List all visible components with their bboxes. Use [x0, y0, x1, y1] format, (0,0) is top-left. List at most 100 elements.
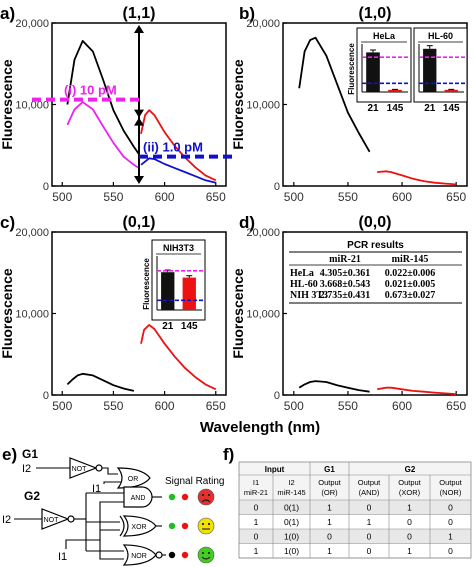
x-tick-label: 550: [103, 399, 123, 413]
face-eye: [201, 522, 205, 526]
table-cell: HeLa: [290, 268, 314, 279]
inset-category-label: 145: [443, 103, 460, 114]
table-cell: 1: [327, 546, 332, 556]
arrow-head-mid: [134, 109, 144, 118]
y-tick-label: 10,000: [246, 309, 280, 321]
inset-bar-21: [161, 272, 175, 310]
table-cell: 0: [407, 532, 412, 542]
or-gate-body: [116, 467, 151, 489]
series-line-0: [298, 36, 371, 153]
and-gate-body: [123, 486, 153, 508]
inset-bar-145: [388, 89, 402, 92]
series-line-2: [140, 109, 217, 182]
table-cell: 0.673±0.027: [385, 290, 436, 301]
series-line-0: [298, 380, 370, 393]
series-line-1: [140, 323, 217, 391]
table-cell: 1: [327, 503, 332, 513]
table-cell: 1: [407, 546, 412, 556]
series-line-1: [66, 101, 140, 169]
table-cell: 2.735±0.431: [320, 290, 371, 301]
y-axis-label: Fluorescence: [230, 59, 246, 149]
table-cell: 0.022±0.006: [385, 268, 436, 279]
table-header: miR-21: [329, 254, 361, 265]
y-tick-label: 20,000: [246, 18, 280, 30]
y-tick-label: 10,000: [15, 309, 49, 321]
panel-b: b) (1,0) 0 10,000 20,000 Fluorescence 500 550 60…: [230, 4, 468, 204]
inset-frame: [413, 27, 468, 103]
y-tick-label: 10,000: [15, 100, 49, 112]
input-i2-label: I2: [2, 514, 11, 526]
table-cell: 0: [367, 546, 372, 556]
table-cell: 0(1): [284, 503, 299, 513]
panel-title: (0,0): [359, 214, 392, 231]
x-tick-label: 600: [155, 190, 175, 204]
face-neutral-icon: [197, 517, 215, 535]
arrow-head-bottom: [134, 176, 144, 184]
table-row-bg: [239, 514, 471, 529]
g1-label: G1: [22, 447, 38, 461]
table-column-header: (XOR): [399, 488, 421, 497]
y-tick-label: 10,000: [246, 100, 280, 112]
table-group-header: G2: [405, 465, 416, 474]
wire: [102, 467, 118, 475]
table-cell: 3.668±0.543: [320, 279, 371, 290]
table-row-bg: [239, 500, 471, 515]
input-i1-label: I1: [92, 483, 101, 495]
plot-frame: [282, 231, 468, 396]
table-column-header: I2: [288, 478, 294, 487]
not-gate-bubble: [95, 464, 103, 472]
y-axis-label: Fluorescence: [230, 268, 246, 358]
arrow-head-top: [134, 25, 144, 33]
face-eye: [207, 551, 211, 555]
inset-bar-21: [423, 48, 437, 92]
face-mouth: [201, 556, 211, 560]
pcr-table: PCR results miR-21 miR-145 HeLa 4.305±0.361 0…: [289, 240, 462, 304]
wire: [103, 481, 121, 484]
gate-label: NOR: [131, 553, 147, 560]
inset-label: HeLa: [373, 31, 396, 41]
inset-y-label: Fluorescence: [142, 258, 151, 310]
x-tick-label: 550: [338, 190, 358, 204]
inset-bar-145: [444, 89, 458, 92]
input-i2-label: I2: [22, 463, 31, 475]
x-tick-label: 600: [392, 190, 412, 204]
arrow-head-mid2: [134, 117, 144, 126]
face-eye: [207, 493, 211, 497]
nor-gate-bubble: [155, 551, 163, 559]
or-gate-body: [122, 544, 157, 566]
series-line-0: [66, 372, 135, 392]
not-gate-bubble: [67, 515, 75, 523]
table-cell: 0(1): [284, 517, 299, 527]
table-column-header: (NOR): [440, 488, 462, 497]
table-cell: 1: [407, 503, 412, 513]
x-tick-label: 500: [284, 190, 304, 204]
table-cell: 1: [367, 517, 372, 527]
table-column-header: Output: [398, 478, 421, 487]
green-dot: [168, 493, 176, 501]
inset-label: HL-60: [428, 31, 453, 41]
signal-rating-label: Signal Rating: [165, 476, 224, 487]
g2-label: G2: [24, 489, 40, 503]
table-cell: 0.021±0.005: [385, 279, 436, 290]
table-cell: HL-60: [290, 279, 318, 290]
panel-label: e): [2, 445, 17, 464]
panel-label: d): [239, 213, 255, 232]
table-cell: 0: [254, 532, 259, 542]
table-cell: 0: [254, 503, 259, 513]
series-line-3: [140, 157, 217, 184]
y-tick-label: 20,000: [15, 227, 49, 239]
inset-0: HeLa 21 145 Fluorescence: [347, 27, 412, 114]
gate-label: NOT: [44, 517, 60, 524]
x-tick-label: 550: [103, 190, 123, 204]
x-tick-label: 650: [206, 399, 226, 413]
table-cell: 0: [367, 503, 372, 513]
y-tick-label: 0: [43, 390, 49, 402]
gate-label: XOR: [131, 524, 146, 531]
y-tick-label: 20,000: [15, 18, 49, 30]
or-gate-body: [122, 515, 157, 537]
series-line-0: [66, 40, 140, 155]
wire: [99, 540, 124, 560]
annotation-10pm: (i) 10 pM: [64, 83, 117, 98]
table-cell: 0: [448, 517, 453, 527]
